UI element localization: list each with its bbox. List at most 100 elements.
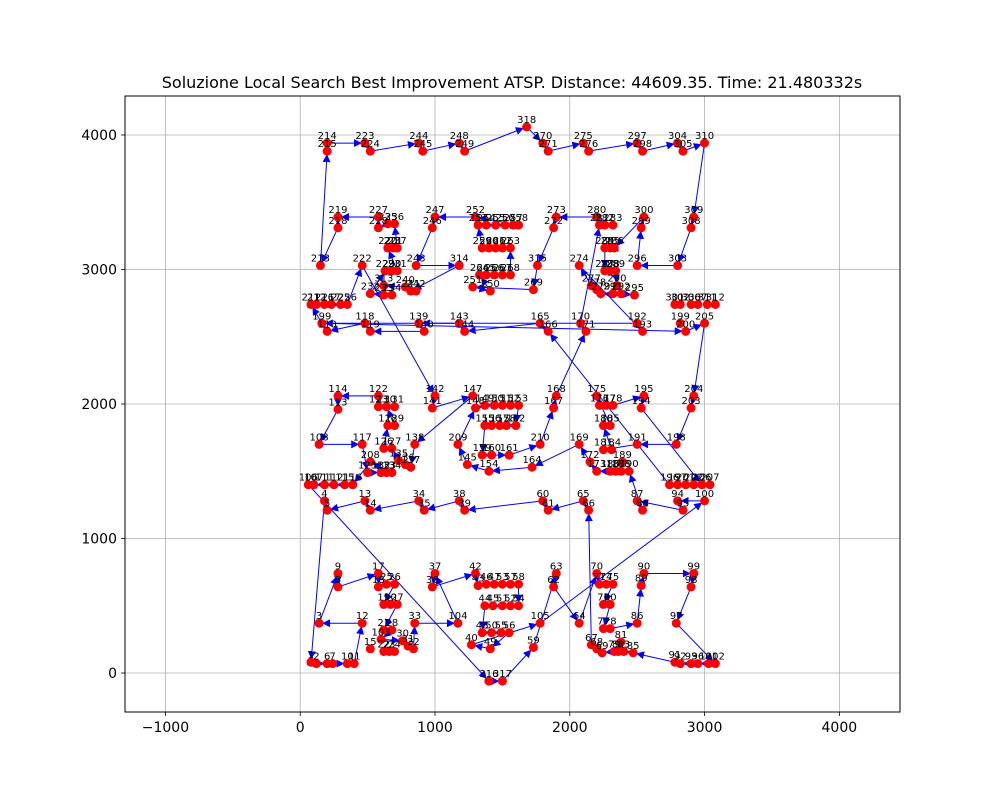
y-tick-label: 4000 (81, 128, 117, 144)
route-edge (467, 500, 543, 513)
route-edge (538, 227, 555, 263)
city-label: 306 (682, 292, 701, 303)
city-point (365, 289, 375, 299)
city-point (333, 212, 343, 222)
city-point (470, 568, 480, 578)
city-label: 189 (613, 450, 632, 461)
city-label: 302 (671, 292, 690, 303)
route-edge (534, 443, 580, 467)
city-label: 137 (401, 455, 420, 466)
city-label: 296 (628, 253, 647, 264)
city-label: 94 (671, 489, 684, 500)
city-label: 95 (677, 498, 690, 509)
city-point (497, 400, 507, 410)
city-label: 55 (495, 621, 508, 632)
city-point (484, 676, 494, 686)
city-label: 224 (361, 139, 380, 150)
city-label: 170 (571, 311, 590, 322)
city-label: 150 (485, 393, 504, 404)
city-label: 93 (685, 652, 698, 663)
route-edge (432, 395, 470, 409)
city-point (638, 326, 648, 336)
city-label: 97 (670, 611, 683, 622)
city-label: 316 (479, 669, 498, 680)
city-label: 79 (608, 639, 621, 650)
city-point (671, 439, 681, 449)
city-point (497, 601, 507, 611)
city-label: 2 (313, 652, 319, 663)
city-point (392, 243, 402, 253)
city-point (411, 286, 421, 296)
city-label: 272 (544, 216, 563, 227)
route-edge (640, 407, 701, 483)
city-label: 15 (364, 637, 377, 648)
city-point (489, 400, 499, 410)
city-label: 299 (632, 216, 651, 227)
city-label: 191 (628, 432, 647, 443)
city-label: 194 (632, 396, 651, 407)
city-label: 160 (482, 443, 501, 454)
city-label: 52 (504, 594, 517, 605)
city-point (608, 289, 618, 299)
city-point (528, 642, 538, 652)
city-label: 156 (482, 414, 501, 425)
city-point (578, 138, 588, 148)
city-label: 262 (493, 236, 512, 247)
city-label: 265 (477, 263, 496, 274)
city-point (349, 659, 359, 669)
city-point (686, 403, 696, 413)
city-point (551, 212, 561, 222)
city-label: 180 (594, 414, 613, 425)
y-tick-label: 1000 (81, 531, 117, 547)
node-layer (303, 122, 720, 686)
city-point (574, 439, 584, 449)
city-point (686, 659, 696, 669)
city-label: 135 (389, 448, 408, 459)
city-label: 205 (695, 311, 714, 322)
city-label: 53 (496, 572, 509, 583)
city-point (473, 220, 483, 230)
city-point (319, 480, 329, 490)
city-point (477, 628, 487, 638)
city-label: 100 (695, 489, 714, 500)
x-tick-label: 3000 (687, 720, 723, 736)
route-edge (578, 265, 641, 330)
city-label: 309 (684, 205, 703, 216)
city-point (686, 299, 696, 309)
city-point (322, 505, 332, 515)
route-edge (353, 626, 364, 664)
city-point (470, 403, 480, 413)
city-label: 295 (625, 283, 644, 294)
city-point (632, 138, 642, 148)
route-edge (628, 474, 644, 511)
city-point (673, 496, 683, 506)
city-point (379, 599, 389, 609)
city-point (608, 579, 618, 589)
city-label: 86 (631, 611, 644, 622)
city-point (387, 290, 397, 300)
city-point (340, 480, 350, 490)
city-label: 196 (660, 473, 679, 484)
city-label: 35 (418, 498, 431, 509)
city-label: 42 (469, 561, 482, 572)
x-tick-label: 4000 (822, 720, 858, 736)
route-edge (427, 500, 460, 512)
city-label: 184 (602, 438, 621, 449)
city-label: 237 (388, 236, 407, 247)
city-point (678, 146, 688, 156)
city-label: 282 (595, 213, 614, 224)
city-label: 74 (600, 572, 613, 583)
city-point (460, 146, 470, 156)
city-point (489, 270, 499, 280)
city-point (487, 450, 497, 460)
city-label: 50 (485, 621, 498, 632)
city-label: 168 (547, 384, 566, 395)
city-point (632, 318, 642, 328)
city-label: 75 (607, 572, 620, 583)
city-point (689, 568, 699, 578)
city-point (665, 480, 675, 490)
city-label: 32 (407, 637, 420, 648)
city-point (592, 391, 602, 401)
city-point (505, 243, 515, 253)
city-label: 138 (405, 432, 424, 443)
